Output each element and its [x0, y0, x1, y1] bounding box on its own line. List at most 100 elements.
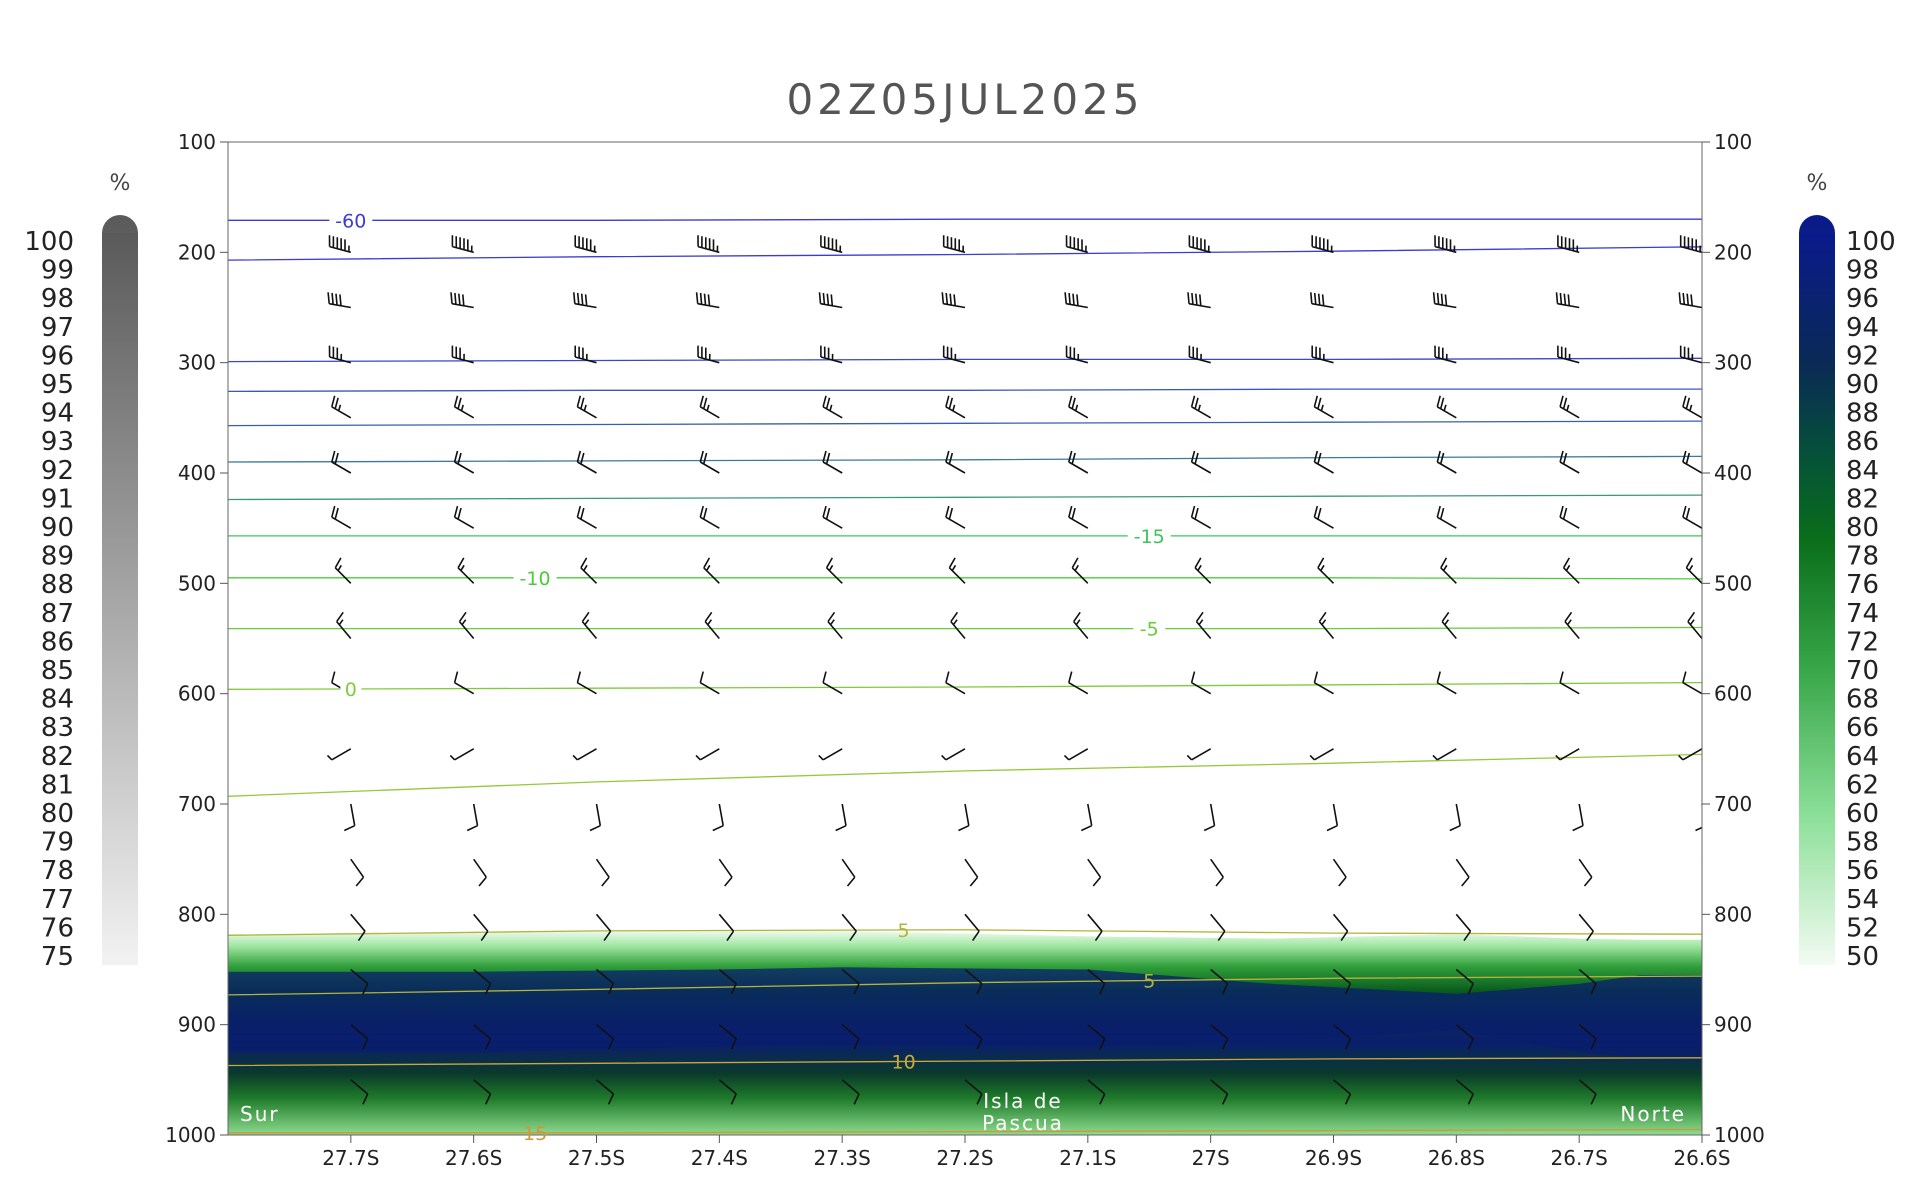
wind-barb — [841, 913, 857, 942]
wind-barb — [1210, 1024, 1229, 1050]
wind-barb — [326, 748, 352, 761]
humidity-shading — [228, 929, 1702, 1135]
wind-barb — [1555, 748, 1580, 761]
label-norte: Norte — [1620, 1102, 1686, 1126]
right-colorbar-label: 80 — [1846, 513, 1879, 543]
right-colorbar-label: 76 — [1846, 570, 1879, 600]
wind-barb — [1332, 858, 1347, 887]
wind-barb — [473, 858, 487, 887]
wind-barb — [1087, 1079, 1106, 1105]
wind-barb — [1311, 235, 1334, 254]
left-colorbar-label: 78 — [41, 856, 74, 886]
left-colorbar-label: 94 — [41, 399, 74, 429]
wind-barb — [350, 913, 366, 942]
contour-line — [228, 681, 1702, 690]
y-axis-right: 100 200 300 400 500 600 700 800 900 1000 — [1702, 130, 1765, 1147]
wind-barb — [1456, 142, 1458, 143]
right-colorbar-label: 66 — [1846, 713, 1879, 743]
wind-barb — [1068, 671, 1089, 695]
wind-barb — [697, 235, 720, 254]
wind-barb — [1064, 292, 1088, 309]
wind-barb — [453, 395, 475, 419]
right-colorbar-label: 98 — [1846, 256, 1879, 286]
contour-line — [228, 929, 1702, 936]
contour-label-bg — [340, 678, 362, 699]
left-colorbar-label: 88 — [41, 570, 74, 600]
wind-barb — [1203, 803, 1216, 832]
wind-barb — [350, 968, 369, 995]
left-colorbar-label: 80 — [41, 799, 74, 829]
wind-barb — [1073, 611, 1089, 640]
wind-barbs — [326, 142, 1702, 1105]
contour-line — [228, 420, 1702, 427]
wind-barb — [1678, 292, 1702, 309]
right-colorbar-label: 78 — [1846, 542, 1879, 572]
y-tick-label: 500 — [178, 571, 216, 595]
right-colorbar-label: 96 — [1846, 284, 1879, 314]
contour-label: 0 — [345, 679, 357, 701]
y-tick-label: 900 — [178, 1013, 216, 1037]
right-colorbar-body — [1799, 233, 1835, 965]
wind-barb — [718, 858, 733, 887]
x-tick-label: 26.9S — [1305, 1146, 1362, 1170]
right-colorbar-unit: % — [1807, 171, 1828, 196]
wind-barb — [704, 611, 720, 640]
wind-barb — [1317, 557, 1335, 584]
wind-barb — [945, 395, 966, 419]
right-colorbar-label: 72 — [1846, 627, 1879, 657]
y-tick-label: 100 — [178, 130, 216, 154]
x-tick-label: 27.5S — [568, 1146, 625, 1170]
wind-barb — [1068, 505, 1089, 529]
wind-barb — [1682, 395, 1702, 419]
wind-barb — [822, 671, 843, 695]
wind-barb — [1068, 450, 1089, 474]
wind-barb — [336, 611, 352, 640]
temperature-contours — [228, 218, 1702, 1134]
wind-barb — [1555, 292, 1580, 309]
wind-barb — [825, 557, 843, 584]
wind-barb — [1188, 235, 1211, 254]
wind-barb — [948, 557, 966, 584]
y-tick-label-right: 600 — [1714, 682, 1752, 706]
wind-barb — [958, 803, 970, 832]
wind-barb — [820, 235, 843, 254]
wind-barb — [695, 292, 720, 309]
x-tick-label: 27.3S — [814, 1146, 871, 1170]
wind-barb — [841, 1024, 860, 1050]
wind-barb — [1210, 968, 1229, 995]
wind-barb — [822, 395, 843, 419]
wind-barb — [822, 450, 843, 474]
y-tick-label-right: 100 — [1714, 130, 1752, 154]
wind-barb — [573, 292, 597, 309]
wind-barb — [450, 292, 474, 309]
wind-barb — [1187, 292, 1211, 309]
wind-barb — [945, 505, 966, 529]
contour-line — [228, 753, 1702, 797]
y-tick-label-right: 900 — [1714, 1013, 1752, 1037]
wind-barb — [950, 611, 966, 640]
wind-barb — [1332, 968, 1352, 995]
label-isla-de: Isla de — [983, 1089, 1063, 1113]
x-tick-label: 26.6S — [1673, 1146, 1730, 1170]
right-colorbar-label: 56 — [1846, 856, 1879, 886]
y-tick-label: 200 — [178, 240, 216, 264]
x-tick-label: 26.7S — [1551, 1146, 1608, 1170]
contour-label: -10 — [520, 568, 551, 590]
left-colorbar-label: 85 — [41, 656, 74, 686]
wind-barb — [818, 748, 843, 761]
wind-barb — [1559, 395, 1580, 419]
wind-barb — [1436, 450, 1457, 474]
wind-barb — [1455, 858, 1470, 887]
wind-barb — [1695, 804, 1702, 832]
x-tick-label: 27S — [1192, 1146, 1230, 1170]
y-tick-label-right: 700 — [1714, 792, 1752, 816]
wind-barb — [350, 142, 352, 143]
wind-barb — [1441, 611, 1457, 640]
wind-barb — [719, 142, 721, 143]
wind-barb — [942, 345, 966, 364]
wind-barb — [580, 557, 598, 584]
contour-label: -60 — [335, 210, 366, 232]
wind-barb — [964, 1079, 983, 1105]
wind-barb — [473, 142, 475, 143]
